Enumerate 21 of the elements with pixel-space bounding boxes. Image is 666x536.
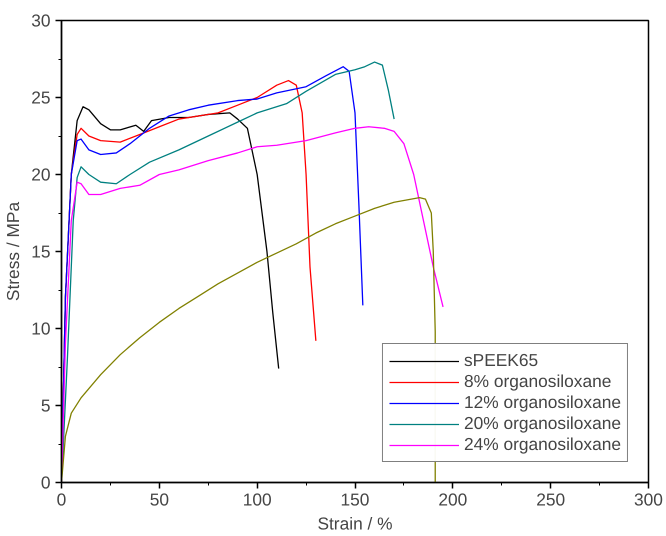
y-tick-label: 30 bbox=[31, 10, 51, 30]
y-tick-label: 20 bbox=[31, 164, 51, 184]
x-tick-label: 300 bbox=[634, 490, 663, 510]
legend-label: 12% organosiloxane bbox=[464, 392, 621, 413]
legend-label: 24% organosiloxane bbox=[464, 434, 621, 455]
y-tick-label: 0 bbox=[40, 472, 51, 492]
y-tick-label: 10 bbox=[31, 318, 51, 338]
x-tick-label: 250 bbox=[536, 490, 566, 510]
x-tick-label: 50 bbox=[150, 490, 169, 510]
x-axis-title: Strain / % bbox=[317, 514, 393, 534]
x-tick-label: 200 bbox=[438, 490, 468, 510]
legend-label: 8% organosiloxane bbox=[464, 371, 612, 392]
x-tick-label: 150 bbox=[340, 490, 370, 510]
x-tick-label: 100 bbox=[242, 490, 272, 510]
legend-label: 20% organosiloxane bbox=[464, 413, 621, 434]
y-axis-title: Stress / MPa bbox=[3, 202, 24, 302]
x-tick-label: 0 bbox=[56, 490, 66, 510]
y-tick-label: 25 bbox=[31, 88, 51, 108]
y-tick-label: 15 bbox=[31, 242, 51, 262]
legend-label: sPEEK65 bbox=[464, 350, 538, 371]
y-tick-label: 5 bbox=[40, 396, 51, 416]
